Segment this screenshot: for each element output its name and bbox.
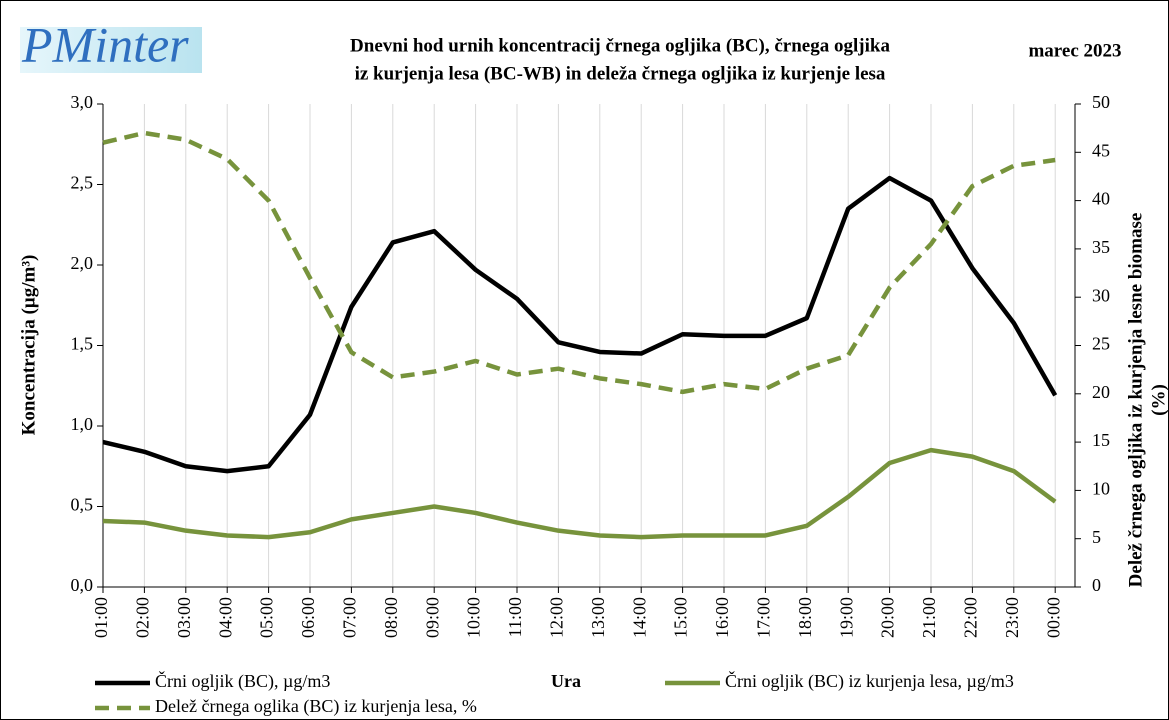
x-tick-label: 09:00 [422, 597, 442, 638]
x-tick-label: 08:00 [381, 597, 401, 638]
x-tick-label: 14:00 [629, 597, 649, 638]
x-tick-label: 18:00 [795, 597, 815, 638]
x-tick-label: 20:00 [878, 597, 898, 638]
y-tick-label: 2,0 [71, 253, 94, 273]
x-tick-label: 17:00 [754, 597, 774, 638]
series-line [102, 447, 1057, 540]
x-tick-label: 10:00 [464, 597, 484, 638]
series-line [102, 175, 1058, 474]
legend-label: Črni ogljik (BC), µg/m3 [155, 670, 330, 692]
x-tick-label: 03:00 [174, 597, 194, 638]
x-tick-label: 02:00 [133, 597, 153, 638]
x-axis-label: Ura [551, 671, 581, 691]
logo-bg [20, 27, 202, 73]
y-tick-label: 3,0 [71, 92, 94, 112]
y2-axis-label: Delež črnega ogljika iz kurjenja lesne b… [1125, 213, 1146, 588]
logo: PMinter [21, 16, 189, 72]
series-line [102, 130, 1056, 395]
x-tick-label: 00:00 [1043, 597, 1063, 638]
y-tick-label: 1,0 [71, 414, 94, 434]
y2-tick-label: 5 [1092, 527, 1101, 547]
x-tick-label: 01:00 [91, 597, 111, 638]
chart-title: iz kurjenja lesa (BC-WB) in deleža črneg… [355, 63, 886, 84]
x-tick-label: 21:00 [919, 597, 939, 638]
y-axis-label: Koncentracija (µg/m³) [18, 255, 39, 436]
y2-tick-label: 45 [1092, 140, 1110, 160]
x-tick-label: 13:00 [588, 597, 608, 638]
x-tick-label: 11:00 [505, 597, 525, 637]
x-tick-label: 07:00 [340, 597, 360, 638]
y2-tick-label: 20 [1092, 382, 1110, 402]
x-tick-label: 19:00 [836, 597, 856, 638]
legend-label: Črni ogljik (BC) iz kurjenja lesa, µg/m3 [725, 670, 1014, 692]
y2-tick-label: 10 [1092, 479, 1110, 499]
y2-tick-label: 25 [1092, 334, 1110, 354]
y2-tick-label: 0 [1092, 575, 1101, 595]
y2-axis-label: (%) [1148, 384, 1169, 416]
x-tick-label: 06:00 [298, 597, 318, 638]
y-tick-label: 1,5 [71, 334, 94, 354]
y-tick-label: 0,0 [71, 575, 94, 595]
legend-label: Delež črnega oglika (BC) iz kurjenja les… [155, 696, 477, 717]
x-tick-label: 12:00 [547, 597, 567, 638]
y-tick-label: 2,5 [71, 173, 94, 193]
x-tick-label: 16:00 [712, 597, 732, 638]
chart-title: Dnevni hod urnih koncentracij črnega ogl… [350, 35, 890, 56]
x-tick-label: 23:00 [1002, 597, 1022, 638]
y-tick-label: 0,5 [71, 495, 94, 515]
x-tick-label: 05:00 [257, 597, 277, 638]
chart-subtitle: marec 2023 [1028, 40, 1121, 61]
y2-tick-label: 35 [1092, 237, 1110, 257]
x-tick-label: 04:00 [215, 597, 235, 638]
x-tick-label: 15:00 [671, 597, 691, 638]
y2-tick-label: 40 [1092, 189, 1110, 209]
y2-tick-label: 50 [1092, 92, 1110, 112]
y2-tick-label: 30 [1092, 285, 1110, 305]
y2-tick-label: 15 [1092, 430, 1110, 450]
x-tick-label: 22:00 [961, 597, 981, 638]
